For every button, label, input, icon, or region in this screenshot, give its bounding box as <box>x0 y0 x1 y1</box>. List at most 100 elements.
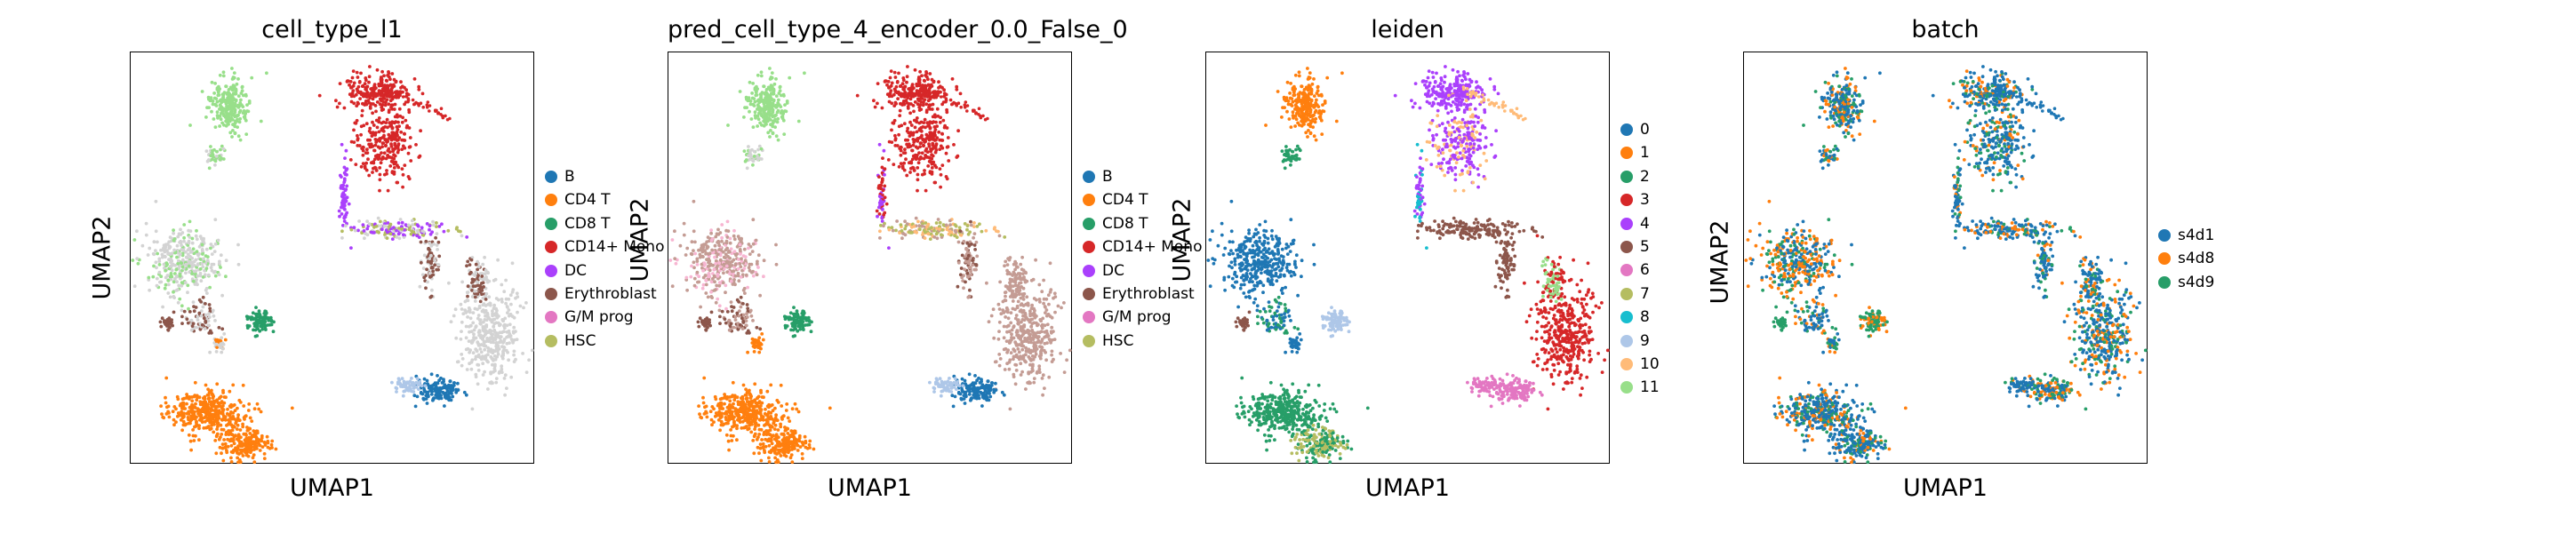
scatter-point <box>198 274 203 278</box>
scatter-point <box>180 410 183 414</box>
scatter-point <box>771 87 775 91</box>
scatter-point <box>135 229 139 234</box>
scatter-point <box>472 332 476 337</box>
scatter-point <box>483 272 487 276</box>
scatter-point <box>479 333 483 338</box>
scatter-point <box>148 246 152 251</box>
scatter-point <box>257 407 261 411</box>
scatter-point <box>399 85 403 90</box>
scatter-point <box>474 272 478 275</box>
scatter-point <box>470 277 475 282</box>
scatter-point <box>507 308 511 312</box>
scatter-point <box>468 362 471 366</box>
scatter-point <box>488 328 492 332</box>
scatter-point <box>713 255 716 259</box>
scatter-point <box>762 395 765 400</box>
scatter-point <box>768 67 772 70</box>
scatter-point <box>452 381 456 385</box>
scatter-point <box>956 240 961 244</box>
scatter-point <box>969 219 972 224</box>
scatter-point <box>186 290 189 295</box>
scatter-point <box>393 154 397 158</box>
scatter-point <box>433 259 437 262</box>
scatter-point <box>759 74 764 78</box>
scatter-point <box>258 315 261 319</box>
scatter-point <box>425 402 429 405</box>
scatter-point <box>228 119 232 123</box>
scatter-point <box>223 115 228 119</box>
scatter-point <box>233 101 237 106</box>
scatter-point <box>165 243 170 246</box>
scatter-point <box>752 97 756 100</box>
scatter-point <box>880 180 884 185</box>
scatter-point <box>920 224 924 228</box>
scatter-point <box>700 250 705 254</box>
scatter-points <box>131 65 534 465</box>
scatter-point <box>221 74 226 78</box>
scatter-point <box>359 90 363 94</box>
scatter-point <box>774 262 779 266</box>
scatter-point <box>244 132 249 136</box>
scatter-point <box>771 101 775 106</box>
scatter-point <box>768 106 772 110</box>
scatter-point <box>962 239 966 243</box>
scatter-point <box>345 172 348 177</box>
scatter-point <box>200 248 204 251</box>
scatter-point <box>751 82 755 85</box>
scatter-point <box>920 85 924 90</box>
scatter-point <box>763 411 767 416</box>
scatter-point <box>232 435 236 439</box>
scatter-point <box>917 108 922 112</box>
scatter-point <box>269 442 274 447</box>
scatter-point <box>972 235 975 240</box>
scatter-point <box>426 259 430 264</box>
scatter-point <box>427 247 430 251</box>
scatter-point <box>725 405 730 410</box>
scatter-point <box>969 273 972 277</box>
scatter-point <box>378 146 382 150</box>
scatter-point <box>904 157 908 162</box>
scatter-point <box>396 221 401 225</box>
scatter-point <box>914 93 917 98</box>
scatter-point <box>226 115 230 120</box>
scatter-point <box>957 226 962 230</box>
scatter-point <box>465 235 469 239</box>
scatter-point <box>709 418 714 422</box>
scatter-point <box>468 330 471 334</box>
scatter-point <box>903 94 907 99</box>
scatter-point <box>176 288 180 292</box>
scatter-point <box>239 91 244 95</box>
scatter-point <box>378 172 382 177</box>
scatter-point <box>926 222 931 227</box>
scatter-point <box>238 116 243 121</box>
scatter-point <box>740 316 744 321</box>
scatter-point <box>444 391 448 395</box>
scatter-point <box>384 144 388 148</box>
scatter-point <box>468 263 472 266</box>
scatter-point <box>706 245 710 249</box>
scatter-point <box>776 101 780 105</box>
scatter-point <box>420 91 425 96</box>
scatter-point <box>494 380 499 385</box>
scatter-point <box>476 267 479 272</box>
scatter-point <box>882 148 886 153</box>
scatter-point <box>194 434 197 438</box>
plot-title: pred_cell_type_4_encoder_0.0_False_0 <box>668 16 1128 44</box>
scatter-point <box>216 90 220 94</box>
scatter-points <box>668 65 1072 465</box>
scatter-point <box>905 173 909 178</box>
scatter-point <box>890 128 893 132</box>
scatter-point <box>911 104 916 107</box>
scatter-point <box>716 252 720 257</box>
scatter-point <box>746 350 749 354</box>
scatter-point <box>928 72 932 76</box>
scatter-point <box>365 147 369 152</box>
scatter-point <box>700 246 703 251</box>
scatter-point <box>371 171 374 174</box>
scatter-point <box>424 394 428 398</box>
scatter-point <box>430 266 435 270</box>
scatter-point <box>891 228 895 233</box>
scatter-point <box>735 311 740 315</box>
scatter-point <box>914 153 917 157</box>
scatter-point <box>388 99 393 103</box>
